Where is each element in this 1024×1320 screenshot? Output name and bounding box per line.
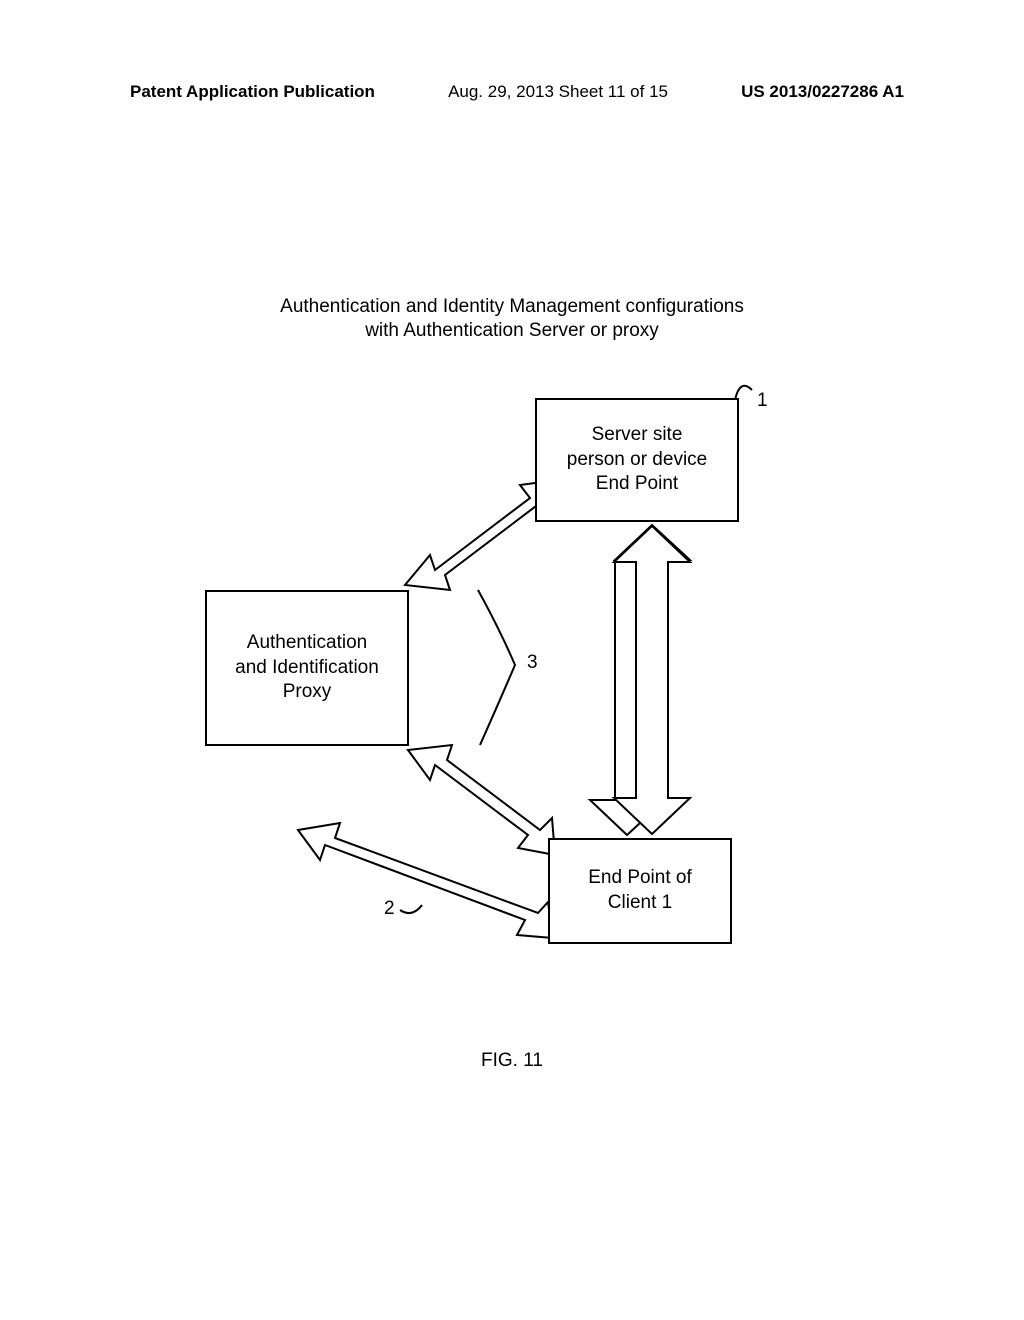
callout-label-2: 2 <box>384 898 395 920</box>
server-box-line2: person or device <box>567 448 707 473</box>
client-box-line1: End Point of <box>588 866 692 891</box>
diagram-title-line2: with Authentication Server or proxy <box>0 320 1024 342</box>
client-box-line2: Client 1 <box>608 891 672 916</box>
client-endpoint-box: End Point of Client 1 <box>548 838 732 944</box>
arrow-proxy-client-upper <box>408 745 555 855</box>
diagram-title-line1: Authentication and Identity Management c… <box>0 296 1024 318</box>
proxy-box-line1: Authentication <box>247 631 367 656</box>
header-date-sheet: Aug. 29, 2013 Sheet 11 of 15 <box>448 82 668 102</box>
arrow-server-client <box>590 525 690 835</box>
page-header: Patent Application Publication Aug. 29, … <box>0 82 1024 102</box>
callout-2-leader <box>400 905 422 913</box>
server-endpoint-box: Server site person or device End Point <box>535 398 739 522</box>
proxy-box-line3: Proxy <box>283 680 332 705</box>
callout-label-1: 1 <box>757 390 768 412</box>
auth-proxy-box: Authentication and Identification Proxy <box>205 590 409 746</box>
server-box-line1: Server site <box>592 423 683 448</box>
arrow-proxy-client-lower <box>298 823 553 938</box>
proxy-box-line2: and Identification <box>235 656 379 681</box>
callout-label-3: 3 <box>527 652 538 674</box>
server-box-line3: End Point <box>596 472 678 497</box>
header-publication: Patent Application Publication <box>130 82 375 102</box>
figure-caption: FIG. 11 <box>0 1050 1024 1072</box>
diagram-connectors <box>0 0 1024 1320</box>
callout-3-leader <box>478 590 515 745</box>
header-patent-number: US 2013/0227286 A1 <box>741 82 904 102</box>
